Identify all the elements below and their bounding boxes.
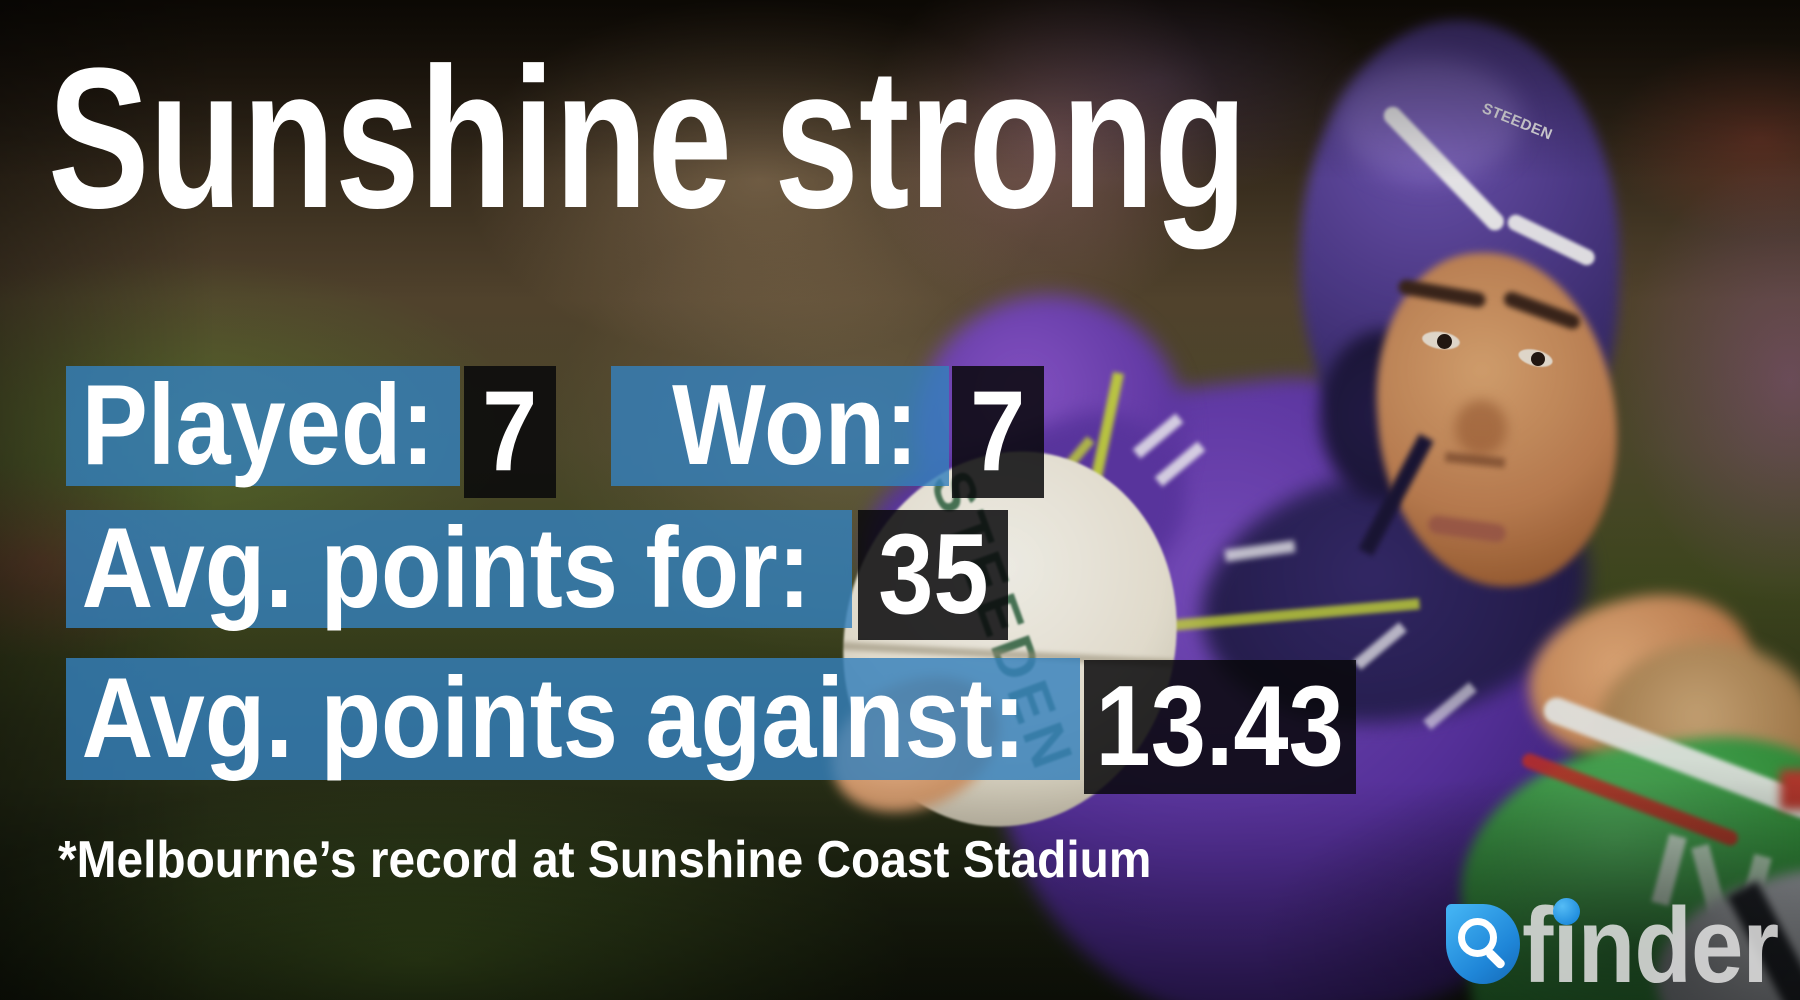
stat-bar-avg-points-against: Avg. points against: bbox=[66, 658, 1080, 780]
stat-value-box-won: 7 bbox=[952, 366, 1044, 498]
nose-shadow bbox=[1455, 400, 1507, 456]
stat-value-box-played: 7 bbox=[464, 366, 556, 498]
stat-value-box-avg-points-against: 13.43 bbox=[1084, 660, 1356, 794]
stat-bar-played: Played: bbox=[66, 366, 460, 486]
stat-value-played: 7 bbox=[482, 368, 538, 495]
magnifier-handle-icon bbox=[1484, 948, 1507, 970]
stat-bar-avg-points-for: Avg. points for: bbox=[66, 510, 852, 628]
finder-droplet-icon bbox=[1446, 904, 1520, 984]
stat-value-avg-points-against: 13.43 bbox=[1095, 663, 1345, 790]
stat-value-avg-points-for: 35 bbox=[877, 511, 989, 638]
stat-bar-won: Won: bbox=[611, 366, 949, 486]
stat-label-won: Won: bbox=[671, 362, 918, 489]
eye-iris bbox=[1437, 334, 1452, 349]
eye-iris bbox=[1531, 352, 1545, 366]
stat-label-avg-points-for: Avg. points for: bbox=[81, 505, 811, 632]
stat-value-won: 7 bbox=[970, 368, 1026, 495]
stat-label-avg-points-against: Avg. points against: bbox=[81, 655, 1026, 782]
jersey-red-patch bbox=[1780, 770, 1800, 810]
stat-label-played: Played: bbox=[81, 362, 435, 489]
headline: Sunshine strong bbox=[48, 27, 1248, 250]
footnote: *Melbourne’s record at Sunshine Coast St… bbox=[58, 831, 1152, 889]
stat-value-box-avg-points-for: 35 bbox=[858, 510, 1008, 640]
finder-i-dot-icon bbox=[1553, 898, 1580, 925]
